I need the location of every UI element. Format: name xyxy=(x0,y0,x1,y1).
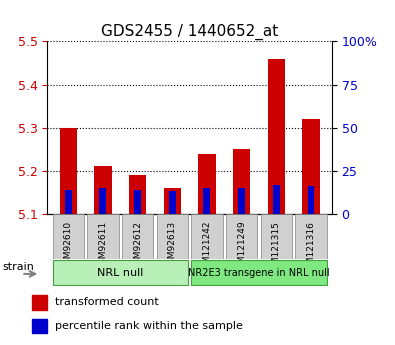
FancyBboxPatch shape xyxy=(87,214,118,259)
Text: GSM121316: GSM121316 xyxy=(307,221,316,276)
Bar xyxy=(32,295,47,310)
Text: GSM92610: GSM92610 xyxy=(64,221,73,270)
Bar xyxy=(134,190,141,214)
Text: GSM92611: GSM92611 xyxy=(98,221,107,270)
Bar xyxy=(169,191,176,214)
FancyBboxPatch shape xyxy=(122,214,153,259)
Bar xyxy=(129,175,146,214)
Bar xyxy=(233,149,250,214)
Bar xyxy=(268,59,285,214)
Text: GSM121249: GSM121249 xyxy=(237,221,246,275)
Bar xyxy=(302,119,320,214)
Bar xyxy=(198,154,216,214)
FancyBboxPatch shape xyxy=(191,214,222,259)
FancyBboxPatch shape xyxy=(53,214,84,259)
Bar xyxy=(60,128,77,214)
Text: NR2E3 transgene in NRL null: NR2E3 transgene in NRL null xyxy=(188,268,330,277)
Bar xyxy=(273,185,280,214)
Text: transformed count: transformed count xyxy=(55,297,159,307)
Text: percentile rank within the sample: percentile rank within the sample xyxy=(55,321,243,331)
Title: GDS2455 / 1440652_at: GDS2455 / 1440652_at xyxy=(101,24,278,40)
Bar xyxy=(100,188,106,214)
Bar xyxy=(164,188,181,214)
FancyBboxPatch shape xyxy=(295,214,327,259)
Text: NRL null: NRL null xyxy=(97,268,143,277)
FancyBboxPatch shape xyxy=(53,260,188,285)
Bar xyxy=(94,166,111,214)
Text: GSM121242: GSM121242 xyxy=(203,221,211,275)
Bar xyxy=(32,319,47,333)
FancyBboxPatch shape xyxy=(226,214,257,259)
FancyBboxPatch shape xyxy=(261,214,292,259)
Bar xyxy=(203,188,211,214)
Text: GSM92612: GSM92612 xyxy=(133,221,142,270)
FancyBboxPatch shape xyxy=(191,260,327,285)
Bar xyxy=(238,188,245,214)
Text: GSM121315: GSM121315 xyxy=(272,221,281,276)
Bar xyxy=(308,186,314,214)
FancyBboxPatch shape xyxy=(157,214,188,259)
Bar xyxy=(65,190,71,214)
Text: GSM92613: GSM92613 xyxy=(168,221,177,270)
Text: strain: strain xyxy=(2,262,34,272)
